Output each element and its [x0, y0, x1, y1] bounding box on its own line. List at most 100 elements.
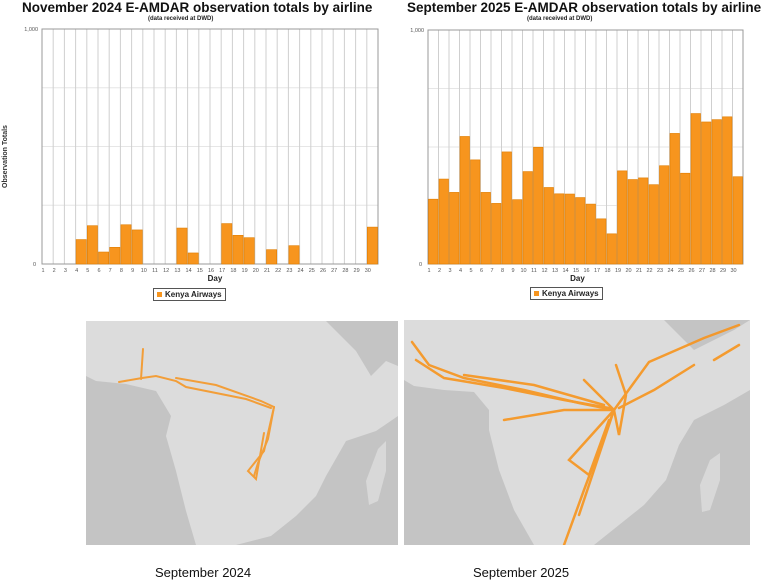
bar-day-26	[690, 113, 701, 265]
bar-day-30	[732, 176, 743, 265]
x-tick-label: 30	[365, 268, 371, 274]
x-tick-label: 13	[552, 268, 558, 274]
flight-track	[612, 323, 741, 412]
flight-track	[140, 348, 144, 380]
x-tick-label: 25	[309, 268, 315, 274]
x-tick-label: 14	[186, 268, 192, 274]
x-tick-label: 21	[636, 268, 642, 274]
bar-day-21	[266, 249, 277, 265]
legend: Kenya Airways	[530, 287, 603, 300]
flight-track	[612, 363, 628, 436]
x-tick-label: 18	[230, 268, 236, 274]
x-tick-label: 6	[97, 268, 100, 274]
x-tick-label: 27	[331, 268, 337, 274]
bar-day-28	[711, 119, 722, 265]
x-tick-label: 24	[667, 268, 673, 274]
legend-label: Kenya Airways	[542, 289, 599, 298]
x-tick-label: 27	[699, 268, 705, 274]
x-tick-label: 14	[562, 268, 568, 274]
bar-day-4	[459, 136, 470, 265]
chart-november-2024: November 2024 E-AMDAR observation totals…	[0, 0, 390, 305]
bar-day-21	[638, 177, 649, 265]
bar-day-1	[428, 198, 439, 265]
flight-track	[414, 358, 611, 410]
x-tick-label: 16	[583, 268, 589, 274]
x-axis-label: Day	[570, 274, 585, 283]
x-tick-label: 12	[541, 268, 547, 274]
x-tick-label: 10	[141, 268, 147, 274]
chart-title: November 2024 E-AMDAR observation totals…	[22, 0, 373, 15]
x-tick-label: 3	[448, 268, 451, 274]
x-tick-label: 5	[86, 268, 89, 274]
bar-day-4	[75, 239, 87, 265]
madagascar	[700, 453, 720, 512]
y-axis-label: Observation Totals	[2, 125, 9, 188]
y-tick-label: 1,000	[24, 27, 38, 33]
map-flight-tracks-2025	[404, 320, 750, 545]
x-tick-label: 22	[646, 268, 652, 274]
x-tick-label: 1	[41, 268, 44, 274]
y-tick-label: 1,000	[410, 28, 424, 34]
x-tick-label: 19	[615, 268, 621, 274]
x-axis-label: Day	[208, 274, 223, 283]
flight-track	[462, 373, 606, 407]
y-tick-label: 0	[33, 262, 36, 268]
x-tick-label: 13	[174, 268, 180, 274]
x-tick-label: 9	[511, 268, 514, 274]
x-tick-label: 10	[520, 268, 526, 274]
bar-day-14	[187, 252, 199, 265]
legend-swatch	[157, 292, 162, 298]
x-tick-label: 9	[131, 268, 134, 274]
x-tick-label: 2	[53, 268, 56, 274]
flight-track	[567, 408, 616, 478]
x-tick-label: 29	[354, 268, 360, 274]
bar-day-27	[701, 121, 712, 265]
bar-day-10	[522, 171, 533, 265]
africa-landmass	[86, 321, 398, 545]
bar-day-18	[606, 233, 617, 265]
x-tick-label: 5	[469, 268, 472, 274]
chart-title: September 2025 E-AMDAR observation total…	[407, 0, 762, 15]
bar-day-18	[232, 235, 244, 265]
bar-day-17	[221, 223, 233, 265]
map-caption-2024: September 2024	[155, 565, 252, 580]
bar-day-24	[669, 133, 680, 265]
x-tick-label: 23	[286, 268, 292, 274]
bar-day-13	[176, 227, 188, 265]
bar-day-9	[512, 199, 523, 265]
flight-track	[502, 408, 616, 422]
x-tick-label: 8	[120, 268, 123, 274]
flight-track	[577, 408, 616, 517]
chart-september-2025: September 2025 E-AMDAR observation total…	[407, 0, 762, 300]
x-tick-label: 15	[197, 268, 203, 274]
bar-day-2	[438, 178, 449, 265]
x-tick-label: 28	[342, 268, 348, 274]
flight-track	[617, 363, 696, 410]
chart-plot: 1 2 3 4 5 6 7 8 9 10 11 12 13 14 15 16 17 18 19 20 21 22 23 24 2…	[2, 27, 379, 283]
legend: Kenya Airways	[153, 288, 226, 301]
bar-day-5	[87, 225, 98, 265]
x-tick-label: 16	[208, 268, 214, 274]
x-tick-label: 22	[275, 268, 281, 274]
bar-day-14	[564, 193, 575, 265]
bar-day-9	[131, 229, 143, 265]
x-tick-label: 4	[459, 268, 462, 274]
x-tick-label: 19	[242, 268, 248, 274]
bar-day-7	[109, 247, 121, 265]
bar-day-12	[543, 187, 554, 265]
x-tick-label: 30	[730, 268, 736, 274]
x-tick-label: 20	[253, 268, 259, 274]
x-tick-label: 26	[688, 268, 694, 274]
x-tick-label: 12	[163, 268, 169, 274]
x-tick-label: 1	[427, 268, 430, 274]
x-tick-label: 11	[531, 268, 537, 274]
x-tick-label: 7	[490, 268, 493, 274]
bar-day-19	[243, 237, 255, 265]
bar-day-11	[533, 146, 544, 265]
x-tick-label: 23	[657, 268, 663, 274]
bar-day-19	[617, 170, 628, 265]
madagascar	[366, 441, 386, 505]
bar-day-5	[470, 159, 481, 265]
x-tick-label: 17	[594, 268, 600, 274]
bar-day-15	[575, 197, 586, 265]
